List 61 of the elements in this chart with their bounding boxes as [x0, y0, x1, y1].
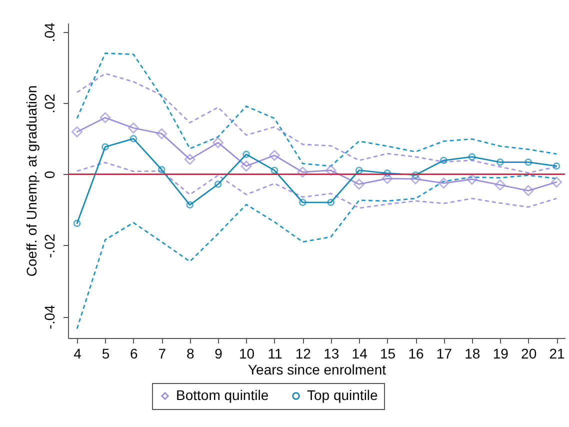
x-tick-label: 4 — [74, 346, 82, 362]
x-tick-label: 9 — [214, 346, 223, 362]
y-tick-label: -.02 — [42, 234, 58, 258]
x-tick-label: 12 — [295, 346, 312, 362]
line-series — [76, 72, 558, 174]
point — [325, 164, 336, 176]
line-series — [76, 162, 558, 209]
legend-label: Top quintile — [307, 387, 378, 403]
x-tick-label: 21 — [549, 346, 566, 362]
x-tick-label: 17 — [436, 346, 452, 362]
point — [297, 166, 308, 178]
point — [494, 180, 506, 190]
x-tick-label: 15 — [380, 346, 396, 362]
point — [240, 160, 252, 172]
x-tick-label: 19 — [492, 346, 509, 362]
point — [524, 158, 532, 166]
point — [186, 201, 194, 209]
legend-label: Bottom quintile — [176, 387, 269, 403]
point — [468, 153, 476, 160]
point — [299, 198, 306, 206]
point — [270, 166, 278, 174]
point — [440, 156, 448, 164]
x-tick-label: 18 — [464, 346, 480, 362]
y-tick-label: 0 — [42, 170, 58, 179]
point — [327, 198, 335, 206]
point — [212, 137, 224, 148]
point — [354, 178, 365, 190]
x-tick-label: 14 — [352, 346, 368, 362]
y-tick-label: .02 — [42, 94, 58, 114]
x-tick-label: 7 — [158, 346, 166, 362]
point — [522, 185, 534, 196]
x-axis-title: Years since enrolment — [248, 362, 386, 378]
point — [100, 112, 111, 124]
x-tick-label: 6 — [130, 346, 138, 362]
y-axis-title: Coeff. of Unemp. at graduation — [24, 85, 40, 277]
point — [269, 150, 280, 161]
point — [214, 180, 222, 188]
x-tick-label: 16 — [408, 346, 424, 362]
point — [156, 128, 168, 140]
point — [496, 158, 504, 166]
point — [184, 154, 196, 165]
point — [128, 122, 139, 134]
x-tick-label: 20 — [521, 346, 537, 362]
point — [72, 126, 82, 138]
x-tick-label: 10 — [238, 346, 255, 362]
y-tick-label: -.04 — [42, 304, 58, 330]
point — [384, 170, 391, 177]
point — [102, 143, 109, 151]
y-tick-label: .04 — [42, 22, 58, 42]
point — [438, 178, 450, 189]
point — [355, 166, 363, 174]
x-tick-label: 5 — [102, 346, 110, 362]
point — [410, 173, 421, 184]
x-tick-label: 11 — [268, 346, 282, 362]
point — [466, 174, 478, 185]
point — [130, 135, 138, 142]
point — [158, 166, 166, 174]
point — [242, 150, 250, 158]
x-tick-label: 8 — [186, 346, 194, 362]
x-tick-label: 13 — [324, 346, 340, 362]
point — [551, 176, 562, 188]
